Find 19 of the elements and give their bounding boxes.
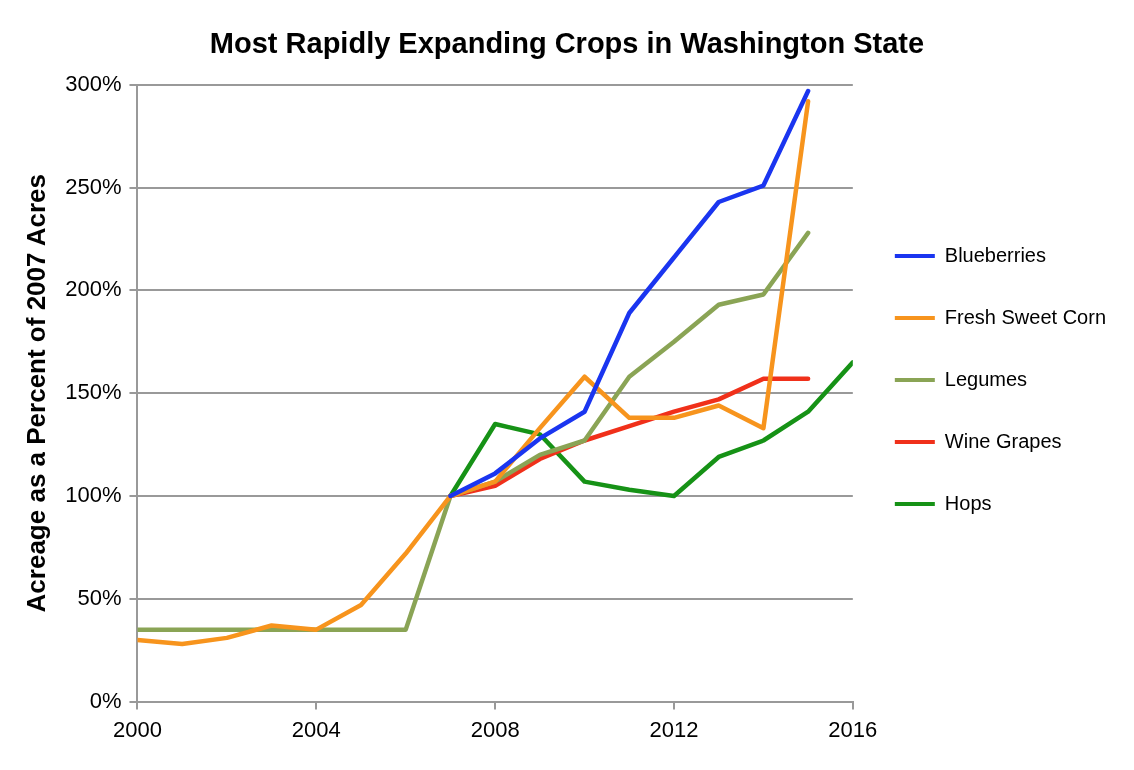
y-tick-label: 100% <box>65 482 122 508</box>
x-tick-label: 2008 <box>470 716 520 742</box>
y-tick-label: 250% <box>65 173 122 199</box>
y-axis-title: Acreage as a Percent of 2007 Acres <box>20 173 51 613</box>
legend-label: Legumes <box>944 367 1028 390</box>
legend-label: Wine Grapes <box>944 429 1062 452</box>
legend-label: Hops <box>944 491 992 514</box>
y-tick-label: 0% <box>89 687 122 713</box>
legend-label: Blueberries <box>944 243 1046 266</box>
chart-title: Most Rapidly Expanding Crops in Washington State <box>209 27 925 60</box>
legend-label: Fresh Sweet Corn <box>944 305 1106 328</box>
y-tick-label: 150% <box>65 379 122 405</box>
y-tick-label: 200% <box>65 276 122 302</box>
x-tick-label: 2016 <box>828 716 878 742</box>
x-tick-label: 2012 <box>649 716 699 742</box>
y-tick-label: 50% <box>77 584 122 610</box>
x-tick-label: 2000 <box>112 716 162 742</box>
y-tick-label: 300% <box>65 70 122 96</box>
x-tick-label: 2004 <box>291 716 341 742</box>
